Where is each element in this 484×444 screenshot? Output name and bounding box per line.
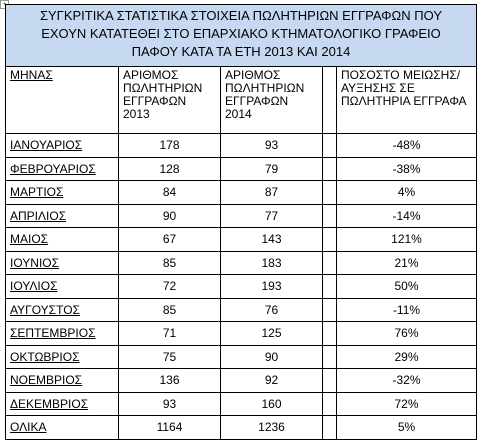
percent-cell: 50% [336,274,477,299]
month-cell: ΟΚΤΩΒΡΙΟΣ [5,344,119,369]
empty-cell [322,274,337,299]
count-2014-cell: 93 [220,133,323,158]
count-2014-cell: 160 [220,391,323,416]
count-2013-cell: 84 [118,180,221,205]
title-row: ΣΥΓΚΡΙΤΙΚΑ ΣΤΑΤΙΣΤΙΚΑ ΣΤΟΙΧΕΙΑ ΠΩΛΗΤΗΡΙΩ… [5,4,477,67]
percent-cell: 76% [336,321,477,346]
header-cell: ΑΡΙΘΜΟΣ ΠΩΛΗΤΗΡΙΩΝ ΕΓΓΡΑΦΩΝ 2014 [220,66,323,134]
month-cell: ΑΠΡΙΛΙΟΣ [5,203,119,228]
empty-cell [322,227,337,252]
empty-cell [322,368,337,393]
count-2013-cell: 67 [118,227,221,252]
month-cell: ΔΕΚΕΜΒΡΙΟΣ [5,391,119,416]
empty-cell [322,415,337,440]
data-row: ΑΠΡΙΛΙΟΣ 90 77 -14% [5,203,477,228]
month-cell: ΙΑΝΟΥΑΡΙΟΣ [5,133,119,158]
count-2014-cell: 79 [220,156,323,181]
data-row: ΙΟΥΛΙΟΣ 72 193 50% [5,274,477,299]
percent-cell: 72% [336,391,477,416]
percent-cell: -48% [336,133,477,158]
percent-cell: 121% [336,227,477,252]
percent-cell: 4% [336,180,477,205]
empty-cell [322,344,337,369]
count-2013-cell: 93 [118,391,221,416]
count-2013-cell: 71 [118,321,221,346]
empty-cell [322,180,337,205]
percent-cell: 21% [336,250,477,275]
count-2014-cell: 77 [220,203,323,228]
data-row: ΙΑΝΟΥΑΡΙΟΣ 178 93 -48% [5,133,477,158]
count-2013-cell: 72 [118,274,221,299]
data-row: ΔΕΚΕΜΒΡΙΟΣ 93 160 72% [5,391,477,416]
month-cell: ΣΕΠΤΕΜΒΡΙΟΣ [5,321,119,346]
table-title: ΣΥΓΚΡΙΤΙΚΑ ΣΤΑΤΙΣΤΙΚΑ ΣΤΟΙΧΕΙΑ ΠΩΛΗΤΗΡΙΩ… [5,4,477,67]
count-2013-cell: 178 [118,133,221,158]
data-row: ΑΥΓΟΥΣΤΟΣ 85 76 -11% [5,297,477,322]
count-2013-cell: 136 [118,368,221,393]
count-2013-cell: 90 [118,203,221,228]
empty-cell [322,203,337,228]
empty-cell [322,391,337,416]
empty-cell [322,66,337,134]
header-cell: ΑΡΙΘΜΟΣ ΠΩΛΗΤΗΡΙΩΝ ΕΓΓΡΑΦΩΝ 2013 [118,66,221,134]
header-row: ΜΗΝΑΣ ΑΡΙΘΜΟΣ ΠΩΛΗΤΗΡΙΩΝ ΕΓΓΡΑΦΩΝ 2013 Α… [5,66,477,134]
count-2014-cell: 1236 [220,415,323,440]
month-cell: ΦΕΒΡΟΥΑΡΙΟΣ [5,156,119,181]
count-2013-cell: 1164 [118,415,221,440]
month-cell: ΟΛΙΚΑ [5,415,119,440]
data-row: ΜΑΡΤΙΟΣ 84 87 4% [5,180,477,205]
count-2014-cell: 143 [220,227,323,252]
count-2014-cell: 76 [220,297,323,322]
empty-cell [322,297,337,322]
header-cell: ΠΟΣΟΣΤΟ ΜΕΙΩΣΗΣ/ΑΥΞΗΣΗΣ ΣΕ ΠΩΛΗΤΗΡΙΑ ΕΓΓ… [336,66,477,134]
data-row: ΟΚΤΩΒΡΙΟΣ 75 90 29% [5,344,477,369]
count-2014-cell: 90 [220,344,323,369]
stats-table: ΣΥΓΚΡΙΤΙΚΑ ΣΤΑΤΙΣΤΙΚΑ ΣΤΟΙΧΕΙΑ ΠΩΛΗΤΗΡΙΩ… [5,4,477,440]
percent-cell: -11% [336,297,477,322]
count-2013-cell: 85 [118,250,221,275]
month-cell: ΙΟΥΝΙΟΣ [5,250,119,275]
count-2014-cell: 193 [220,274,323,299]
count-2013-cell: 128 [118,156,221,181]
data-row: ΟΛΙΚΑ 1164 1236 5% [5,415,477,440]
count-2013-cell: 85 [118,297,221,322]
count-2014-cell: 183 [220,250,323,275]
percent-cell: 29% [336,344,477,369]
percent-cell: -14% [336,203,477,228]
header-cell: ΜΗΝΑΣ [5,66,119,134]
empty-cell [322,250,337,275]
empty-cell [322,133,337,158]
count-2014-cell: 125 [220,321,323,346]
month-cell: ΙΟΥΛΙΟΣ [5,274,119,299]
data-row: ΦΕΒΡΟΥΑΡΙΟΣ 128 79 -38% [5,156,477,181]
count-2014-cell: 92 [220,368,323,393]
data-row: ΜΑΙΟΣ 67 143 121% [5,227,477,252]
percent-cell: -32% [336,368,477,393]
data-row: ΣΕΠΤΕΜΒΡΙΟΣ 71 125 76% [5,321,477,346]
count-2013-cell: 75 [118,344,221,369]
data-row: ΙΟΥΝΙΟΣ 85 183 21% [5,250,477,275]
count-2014-cell: 87 [220,180,323,205]
empty-cell [322,156,337,181]
percent-cell: 5% [336,415,477,440]
month-cell: ΑΥΓΟΥΣΤΟΣ [5,297,119,322]
month-cell: ΜΑΙΟΣ [5,227,119,252]
percent-cell: -38% [336,156,477,181]
month-cell: ΝΟΕΜΒΡΙΟΣ [5,368,119,393]
month-cell: ΜΑΡΤΙΟΣ [5,180,119,205]
empty-cell [322,321,337,346]
data-row: ΝΟΕΜΒΡΙΟΣ 136 92 -32% [5,368,477,393]
